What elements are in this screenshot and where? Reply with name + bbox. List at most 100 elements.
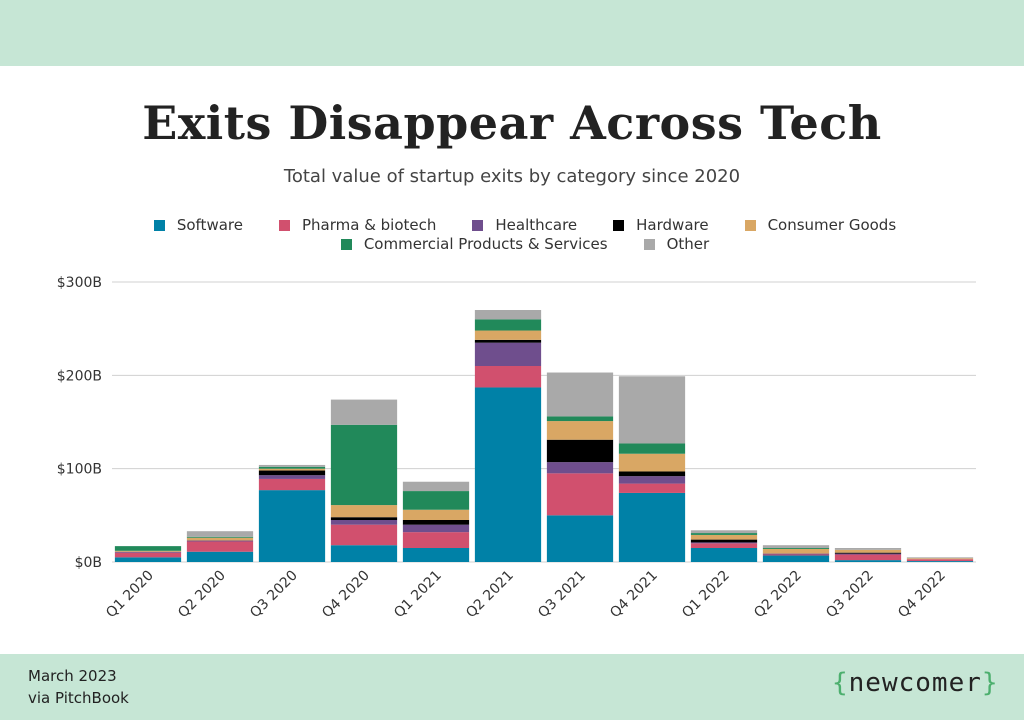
bar-segment — [834, 552, 902, 554]
bar-segment — [834, 560, 902, 562]
bar-segment — [906, 561, 974, 562]
top-banner — [0, 0, 1024, 66]
chart-subtitle: Total value of startup exits by category… — [283, 166, 741, 187]
bar-segment — [834, 548, 902, 550]
legend-swatch — [278, 220, 290, 231]
bar-segment — [330, 399, 398, 425]
bar-segment — [618, 376, 686, 444]
bar-segment — [258, 478, 326, 491]
bar-segment — [330, 424, 398, 506]
bar-segment — [762, 545, 830, 548]
x-tick-label: Q3 2022 — [823, 568, 877, 622]
legend-label: Consumer Goods — [767, 216, 897, 234]
legend-item: Other — [643, 237, 709, 252]
bar-segment — [906, 558, 974, 560]
bar-segment — [114, 552, 182, 558]
y-tick-label: $0B — [75, 555, 102, 571]
bar-segment — [114, 551, 182, 553]
bar-segment — [402, 509, 470, 520]
bar-segment — [618, 476, 686, 484]
bar-segment — [546, 416, 614, 422]
bar-segment — [834, 553, 902, 555]
bar-segment — [186, 531, 254, 537]
bar-segment — [906, 559, 974, 562]
bar-segment — [762, 555, 830, 562]
bar-segment — [258, 466, 326, 469]
bar-segment — [618, 453, 686, 472]
bar-segment — [330, 505, 398, 518]
bar-segment — [618, 443, 686, 454]
x-tick-label: Q1 2022 — [679, 568, 733, 622]
legend-label: Healthcare — [495, 216, 578, 234]
bar-segment — [762, 554, 830, 556]
legend-swatch — [340, 239, 352, 250]
bar-segment — [762, 548, 830, 554]
brand-logo: {newcomer} — [832, 668, 999, 698]
bar-segment — [402, 520, 470, 525]
x-tick-label: Q3 2021 — [535, 568, 589, 622]
footer-date: March 2023 — [28, 667, 117, 685]
x-tick-label: Q1 2021 — [391, 568, 445, 622]
bar-segment — [474, 310, 542, 320]
bar-segment — [186, 540, 254, 542]
x-tick-label: Q2 2020 — [175, 568, 229, 622]
y-tick-label: $100B — [57, 462, 102, 478]
chart-legend: Software Pharma & biotech Healthcare Hardwa… — [130, 218, 920, 252]
footer-banner — [0, 654, 1024, 720]
legend-item: Commercial Products & Services — [340, 237, 608, 252]
bar-segment — [474, 387, 542, 562]
bar-segment — [402, 548, 470, 562]
legend-label: Pharma & biotech — [301, 216, 437, 234]
bar-segment — [330, 520, 398, 525]
bar-segment — [546, 421, 614, 440]
bar-segment — [402, 524, 470, 533]
bar-segment — [258, 464, 326, 467]
legend-item: Consumer Goods — [744, 216, 897, 234]
bar-segment — [546, 372, 614, 417]
bar-segment — [402, 481, 470, 492]
legend-label: Software — [176, 216, 243, 234]
x-tick-label: Q1 2020 — [103, 568, 157, 622]
bar-segment — [474, 339, 542, 343]
bar-segment — [690, 542, 758, 544]
legend-swatch — [613, 220, 625, 231]
bar-segment — [546, 515, 614, 562]
bar-segment — [186, 551, 254, 562]
bar-segment — [834, 554, 902, 561]
bar-segment — [258, 475, 326, 479]
legend-item: Pharma & biotech — [278, 216, 437, 234]
y-tick-label: $300B — [57, 275, 102, 291]
x-tick-label: Q4 2022 — [895, 568, 949, 622]
bar-segment — [762, 548, 830, 549]
brand-name: newcomer — [848, 668, 982, 698]
bar-segment — [186, 537, 254, 541]
bar-segment — [258, 468, 326, 471]
legend-swatch — [643, 239, 655, 250]
bar-segment — [114, 557, 182, 562]
bar-segment — [834, 549, 902, 553]
bar-segment — [114, 550, 182, 552]
bar-segment — [330, 524, 398, 546]
legend-swatch — [472, 220, 484, 231]
legend-swatch — [744, 220, 756, 231]
bar-segment — [402, 532, 470, 548]
x-tick-label: Q2 2021 — [463, 568, 517, 622]
bar-segment — [258, 490, 326, 562]
bar-segment — [474, 366, 542, 388]
legend-item: Healthcare — [472, 218, 577, 233]
bar-segment — [474, 342, 542, 366]
stacked-bar-chart: $0B $100B $200B $300B Q1 2020 Q2 2020 Q3 2020 Q… — [57, 275, 976, 622]
x-tick-label: Q3 2020 — [247, 568, 301, 622]
legend-label: Hardware — [636, 216, 709, 234]
chart-title: Exits Disappear Across Tech — [142, 96, 882, 150]
bar-segment — [474, 330, 542, 340]
bar-segment — [690, 530, 758, 534]
bar-segment — [330, 517, 398, 520]
bar-segment — [690, 534, 758, 540]
bar-segment — [186, 541, 254, 552]
bar-segment — [762, 553, 830, 555]
bar-segment — [618, 471, 686, 477]
bar-segment — [330, 545, 398, 562]
bar-segment — [690, 548, 758, 562]
legend-swatch — [153, 220, 165, 231]
